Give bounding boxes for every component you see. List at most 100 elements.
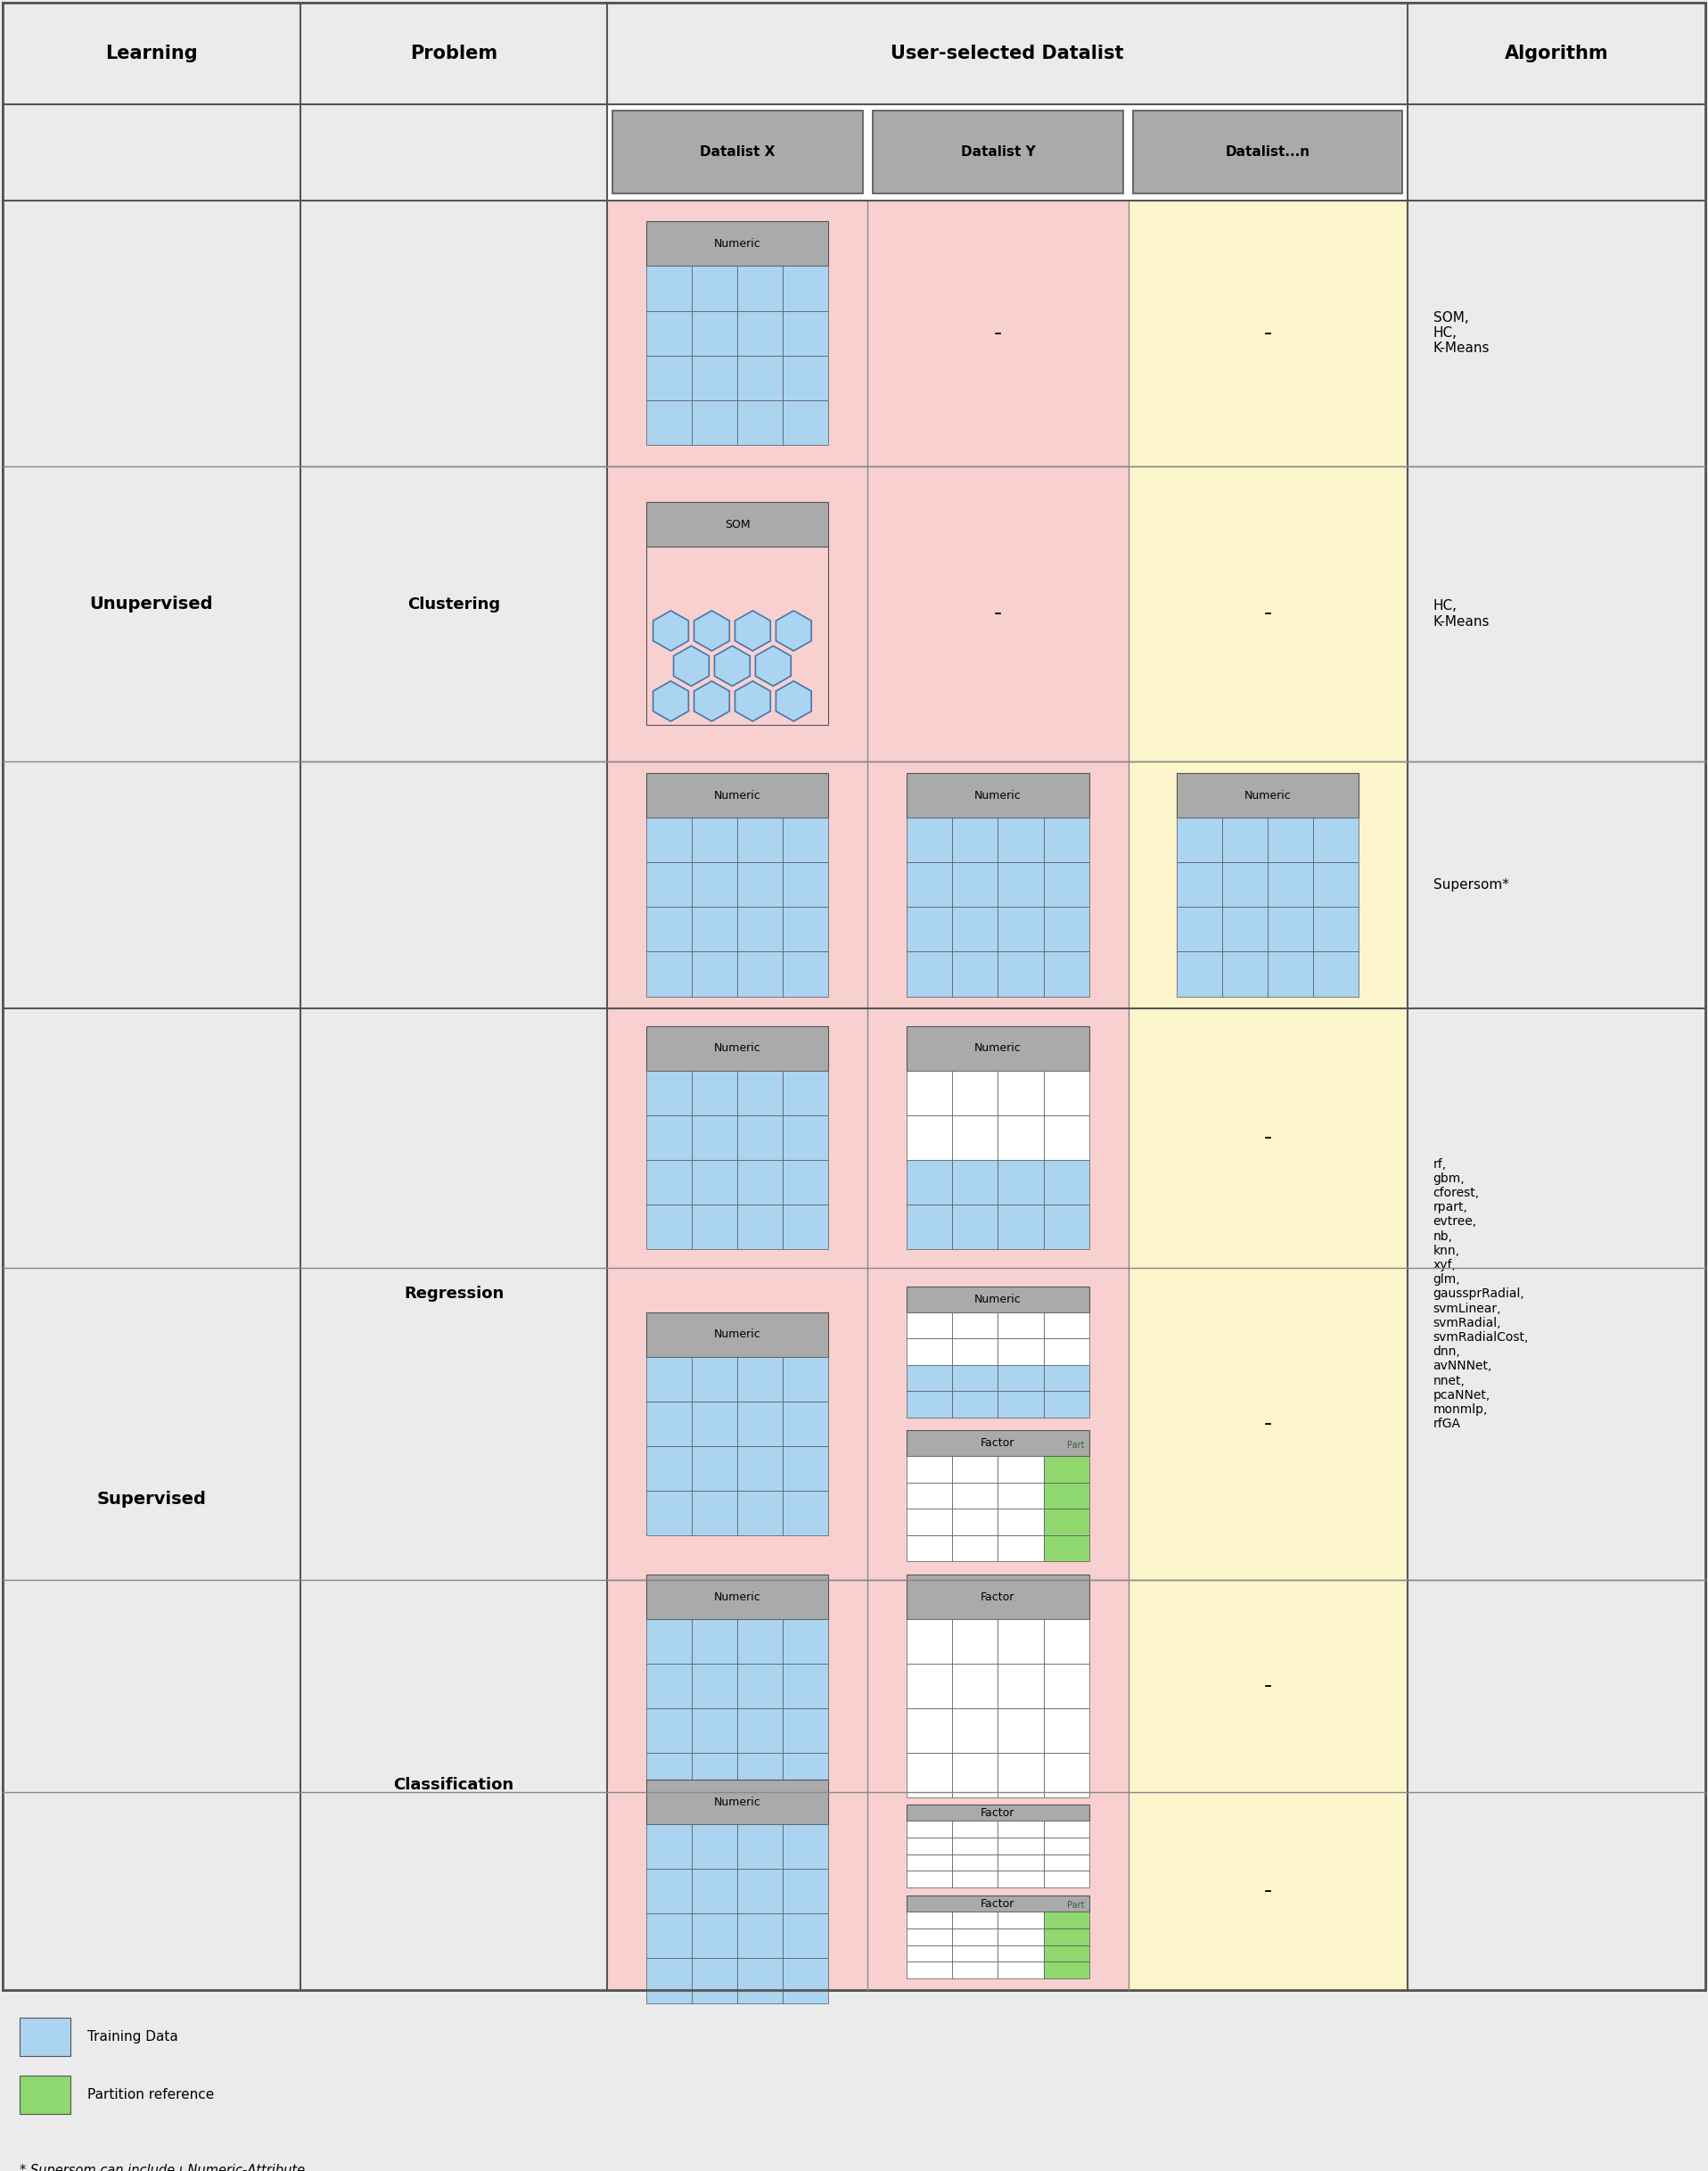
Bar	[782, 1116, 828, 1159]
Bar	[782, 1446, 828, 1491]
Text: Algorithm: Algorithm	[1505, 46, 1609, 63]
Bar	[1044, 951, 1090, 996]
Bar	[738, 356, 782, 399]
Bar	[19, 2017, 70, 2056]
Bar	[692, 1116, 738, 1159]
Bar	[692, 1709, 738, 1754]
Bar	[953, 1392, 997, 1418]
Bar	[646, 221, 828, 267]
Bar	[782, 1159, 828, 1205]
Bar	[953, 951, 997, 996]
Bar	[907, 1205, 953, 1248]
Text: Numeric: Numeric	[974, 1294, 1021, 1305]
Bar	[738, 1400, 782, 1446]
Bar	[1267, 907, 1313, 951]
Bar	[1044, 1483, 1090, 1509]
Bar	[997, 1871, 1044, 1887]
Bar	[1044, 818, 1090, 862]
Bar	[301, 200, 606, 1991]
Text: Datalist X: Datalist X	[700, 145, 775, 158]
Bar	[907, 1821, 953, 1837]
Bar	[953, 1159, 997, 1205]
Bar	[301, 104, 606, 200]
Bar	[997, 1535, 1044, 1561]
Polygon shape	[714, 645, 750, 686]
Bar	[1044, 1854, 1090, 1871]
Text: SOM: SOM	[724, 519, 750, 530]
Bar	[997, 1821, 1044, 1837]
Bar	[738, 1446, 782, 1491]
Bar	[646, 1824, 692, 1869]
Text: rf,
gbm,
cforest,
rpart,
evtree,
nb,
knn,
xyf,
glm,
gaussprRadial,
svmLinear,
sv: rf, gbm, cforest, rpart, evtree, nb, knn…	[1433, 1157, 1529, 1431]
Bar	[646, 1958, 692, 2004]
Bar	[782, 1754, 828, 1798]
Bar	[907, 1027, 1090, 1070]
Text: -: -	[1264, 1880, 1272, 1902]
Bar	[1044, 1116, 1090, 1159]
Bar	[1267, 862, 1313, 907]
Text: Part: Part	[1068, 1902, 1085, 1910]
Polygon shape	[775, 682, 811, 721]
Bar	[782, 1958, 828, 2004]
Bar	[738, 1663, 782, 1709]
Bar	[646, 1574, 828, 1620]
Polygon shape	[775, 610, 811, 651]
Bar	[692, 267, 738, 310]
Bar	[1129, 200, 1407, 1991]
Bar	[1044, 1928, 1090, 1945]
Bar	[692, 1958, 738, 2004]
Bar	[646, 818, 692, 862]
Bar	[997, 1205, 1044, 1248]
Text: Numeric: Numeric	[714, 1591, 760, 1602]
Bar	[1313, 862, 1360, 907]
Bar	[738, 267, 782, 310]
Bar	[782, 862, 828, 907]
Polygon shape	[734, 610, 770, 651]
Bar	[953, 1821, 997, 1837]
Bar	[1407, 104, 1706, 200]
Bar	[738, 907, 782, 951]
Bar	[646, 773, 828, 818]
Bar	[953, 1535, 997, 1561]
Bar	[646, 1070, 692, 1116]
Bar	[953, 907, 997, 951]
Bar	[997, 1913, 1044, 1928]
Bar	[1223, 907, 1267, 951]
Bar	[997, 1483, 1044, 1509]
Bar	[1223, 818, 1267, 862]
Bar	[692, 1824, 738, 1869]
Bar	[907, 1431, 1090, 1457]
Bar	[997, 1837, 1044, 1854]
Bar	[907, 1945, 953, 1963]
Bar	[953, 1837, 997, 1854]
Bar	[782, 356, 828, 399]
Text: Unupervised: Unupervised	[91, 595, 214, 612]
Bar	[907, 907, 953, 951]
Text: HC,
K-Means: HC, K-Means	[1433, 599, 1489, 627]
Bar	[782, 267, 828, 310]
Text: Datalist Y: Datalist Y	[960, 145, 1035, 158]
Bar	[997, 862, 1044, 907]
Bar	[692, 862, 738, 907]
Bar	[997, 1709, 1044, 1754]
Bar	[2, 104, 301, 200]
Bar	[738, 1159, 782, 1205]
Bar	[1044, 1663, 1090, 1709]
Bar	[646, 356, 692, 399]
Bar	[646, 399, 692, 445]
Bar	[692, 951, 738, 996]
Bar	[738, 399, 782, 445]
Text: Factor: Factor	[980, 1897, 1015, 1910]
Text: Factor: Factor	[980, 1806, 1015, 1819]
Bar	[1044, 1837, 1090, 1854]
Text: -: -	[1264, 321, 1272, 343]
Bar	[692, 1159, 738, 1205]
Bar	[1044, 1945, 1090, 1963]
Bar	[646, 1913, 692, 1958]
Bar	[738, 1620, 782, 1663]
Bar	[953, 1854, 997, 1871]
Bar	[953, 818, 997, 862]
Bar	[907, 862, 953, 907]
Bar	[646, 1754, 692, 1798]
Text: -: -	[1264, 1127, 1272, 1148]
